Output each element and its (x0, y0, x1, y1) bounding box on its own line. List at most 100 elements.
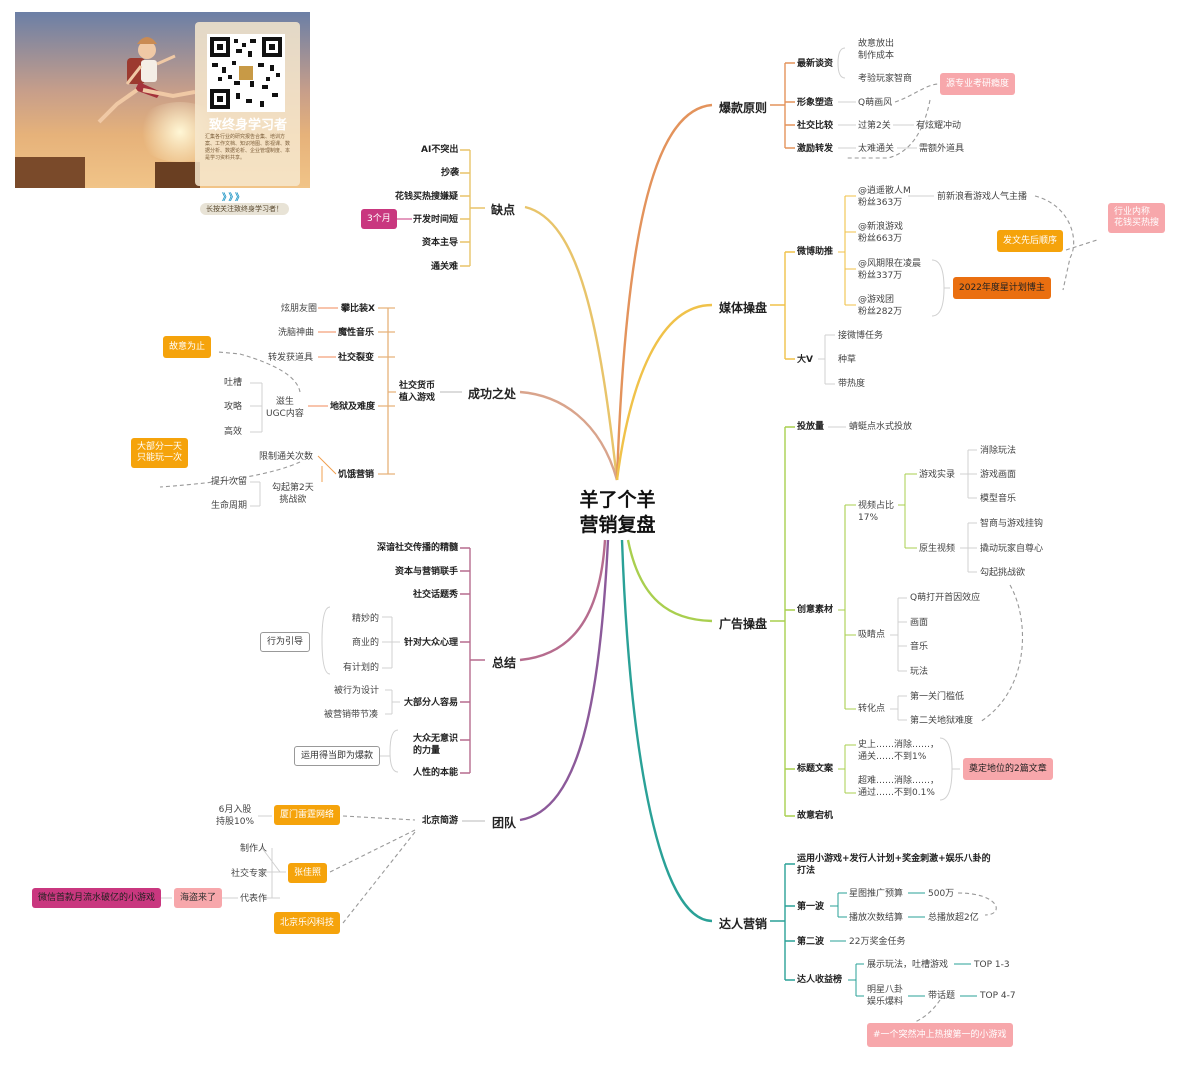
branch-da-ren: 达人营销 (719, 917, 768, 931)
leaf-qmeng: Q萌画风 (858, 98, 893, 108)
box-dabufen: 大部分一天 只能玩一次 (131, 438, 189, 468)
bracket-dabufen (385, 689, 400, 715)
node-weibo: 微博助推 (797, 247, 834, 257)
node-zhuanhua: 转化点 (858, 704, 886, 714)
leaf-huamian: 游戏画面 (980, 470, 1017, 480)
acct-fengqi: @风期限在凌晨 粉丝337万 (858, 259, 922, 281)
dashed-bao-kuan (845, 83, 939, 159)
bracket-cheng-gong (378, 307, 396, 475)
bracket-zhuanhua (890, 695, 907, 721)
leaf-shouyin: Q萌打开首因效应 (910, 593, 981, 603)
box-xingwei: 行为引导 (260, 632, 311, 652)
links-bao-kuan-leaves (838, 101, 917, 149)
box-haidao: 海盗来了 (174, 888, 223, 908)
bracket-bao-kuan (770, 62, 795, 149)
bracket-mei-ti (770, 251, 795, 360)
promo-banner: 致终身学习者 汇集各行业的研究报告合集、培训方案、工作文档、知识地图、影视课、数… (15, 12, 310, 188)
bracket-zhendui (382, 616, 400, 669)
dashed-tuandui (329, 815, 416, 924)
leaf-tu-cao: 吐槽 (224, 378, 243, 388)
leaf-zizun: 撬动玩家自尊心 (980, 544, 1044, 554)
node-renxing: 人性的本能 (413, 768, 459, 778)
node-wuyishi: 大众无意识 的力量 (413, 734, 459, 756)
node-dierbo: 第二波 (797, 937, 825, 947)
acct-xinlang: @新浪游戏 粉丝663万 (858, 222, 904, 244)
bracket-shipin (898, 473, 917, 549)
leaf-500wan: 500万 (928, 889, 955, 899)
leaf-tainan: 太难通关 (858, 144, 895, 154)
leaf-ewai-daoju: 需额外道具 (919, 144, 965, 154)
leaf-biaoti-2: 超难……消除……， 通过……不到0.1% (858, 776, 940, 798)
brace-biaoti (939, 737, 960, 801)
leaf-xingtu: 星图推广预算 (849, 889, 904, 899)
que-dian-item-3: 花钱买热搜嫌疑 (395, 192, 459, 202)
leaf-moxing: 模型音乐 (980, 494, 1017, 504)
node-ugc: 滋生 UGC内容 (266, 397, 304, 419)
leaf-xingwei-sheji: 被行为设计 (334, 686, 380, 696)
follow-prompt[interactable]: 长按关注致终身学习者！ (200, 203, 289, 215)
bracket-guang-gao (770, 426, 795, 817)
node-she-jiao-liebian: 社交裂变 (338, 353, 375, 363)
branch-line-zong-jie (519, 539, 607, 662)
dashed-resou (914, 999, 941, 1023)
bracket-shouyibang (848, 963, 977, 997)
leaf-top47: TOP 4-7 (980, 991, 1016, 1001)
dashed-mei-ti (1034, 195, 1098, 291)
leaf-yinyue: 音乐 (910, 642, 929, 652)
leaf-top13: TOP 1-3 (974, 960, 1010, 970)
leaf-jihua: 有计划的 (343, 663, 380, 673)
que-dian-item-5: 资本主导 (422, 238, 459, 248)
bracket-ji-e (250, 481, 261, 507)
center-title-line2: 营销复盘 (579, 514, 656, 536)
books-stack-right (155, 162, 200, 188)
leaf-xuanyao: 有炫耀冲动 (916, 121, 962, 131)
leaf-xi-nao: 洗脑神曲 (278, 328, 315, 338)
box-fawen: 发文先后顺序 (997, 230, 1064, 252)
center-title-line1: 羊了个羊 (579, 489, 656, 511)
box-zhang: 张佳照 (288, 863, 328, 883)
leaf-xiaochu: 消除玩法 (980, 446, 1017, 456)
branch-zong-jie: 总结 (492, 656, 517, 670)
que-dian-item-6: 通关难 (431, 262, 459, 272)
bracket-ugc (250, 382, 263, 433)
bracket-da-ren (770, 863, 795, 981)
leaf-diyu: 第二关地狱难度 (910, 716, 974, 726)
bracket-dav (818, 334, 835, 385)
node-jili: 激励转发 (797, 144, 834, 154)
leaf-gong-lue: 攻略 (224, 402, 243, 412)
node-zhendui: 针对大众心理 (404, 638, 459, 648)
bracket-weibo (838, 195, 856, 306)
promo-title: 致终身学习者 (208, 118, 287, 133)
zong-jie-item-1: 深谙社交传播的精髓 (377, 543, 459, 553)
node-dav: 大V (797, 355, 813, 365)
leaf-zhizuoren: 制作人 (240, 844, 268, 854)
leaf-bofang: 播放次数结算 (849, 913, 904, 923)
branch-bao-kuan: 爆款原则 (719, 101, 768, 115)
leaf-mingxing: 明星八卦 娱乐爆料 (867, 985, 904, 1007)
leaf-wanfa: 玩法 (910, 667, 929, 677)
box-lexian: 北京乐闪科技 (274, 912, 341, 934)
leaf-tisheng: 提升次留 (211, 477, 248, 487)
leaf-huamian2: 画面 (910, 618, 929, 628)
branch-mei-ti: 媒体操盘 (719, 301, 768, 315)
leaf-xianzhi: 限制通关次数 (259, 452, 314, 462)
node-zuixin: 最新谈资 (797, 59, 834, 69)
box-hangye: 行业内称 花钱买热搜 (1108, 203, 1166, 233)
links-cheng-gong-leaves (308, 307, 338, 407)
box-resou: #一个突然冲上热搜第一的小游戏 (867, 1023, 1013, 1047)
branch-line-tuan-dui (519, 539, 610, 822)
leaf-tiaozhan: 勾起挑战欲 (980, 568, 1026, 578)
links-ji-e (317, 455, 337, 482)
acct-xiaoyao: @逍遥散人M 粉丝363万 (858, 186, 911, 208)
acct-youxituan: @游戏团 粉丝282万 (858, 295, 903, 317)
node-yuansheng: 原生视频 (919, 544, 956, 554)
social-currency-hub: 社交货币 植入游戏 (399, 381, 436, 403)
branch-line-da-ren (620, 539, 713, 923)
node-shipin: 视频占比 17% (858, 501, 895, 523)
leaf-22wan: 22万奖金任务 (849, 937, 906, 947)
leaf-shangye: 商业的 (352, 638, 380, 648)
node-dangji: 故意宕机 (797, 811, 834, 821)
qr-code[interactable] (207, 34, 285, 112)
bracket-xijing (890, 597, 907, 672)
